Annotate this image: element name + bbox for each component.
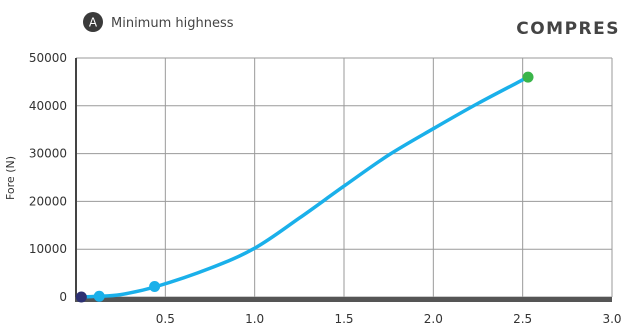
- x-tick-label: 2.5: [513, 312, 532, 326]
- y-tick-labels: 0 10000 20000 30000 40000 50000: [29, 51, 67, 304]
- x-tick-labels: 0.5 1.0 1.5 2.0 2.5 3.0: [156, 312, 622, 326]
- x-tick-label: 3.0: [602, 312, 621, 326]
- x-tick-label: 2.0: [424, 312, 443, 326]
- series-line: [79, 75, 530, 299]
- data-point-1: [93, 290, 105, 302]
- y-tick-label: 40000: [29, 99, 67, 113]
- axes: [75, 58, 612, 302]
- grid: [76, 57, 613, 298]
- legend-label: Minimum highness: [111, 16, 234, 31]
- legend-marker-letter: A: [89, 16, 98, 30]
- y-tick-label: 20000: [29, 194, 67, 208]
- y-tick-label: 30000: [29, 147, 67, 161]
- legend: A Minimum highness: [83, 12, 234, 32]
- data-point-3: [522, 71, 534, 83]
- x-tick-label: 1.0: [245, 312, 264, 326]
- y-tick-label: 0: [59, 290, 67, 304]
- y-tick-label: 10000: [29, 242, 67, 256]
- legend-marker-badge: [83, 12, 103, 32]
- data-points: [75, 71, 534, 303]
- series: [79, 75, 530, 299]
- chart-title: COMPRES: [516, 19, 620, 39]
- data-point-0: [75, 291, 87, 303]
- data-point-2: [149, 280, 161, 292]
- y-tick-label: 50000: [29, 51, 67, 65]
- x-tick-label: 0.5: [156, 312, 175, 326]
- x-tick-label: 1.5: [334, 312, 353, 326]
- y-axis-label: Fore (N): [4, 156, 17, 200]
